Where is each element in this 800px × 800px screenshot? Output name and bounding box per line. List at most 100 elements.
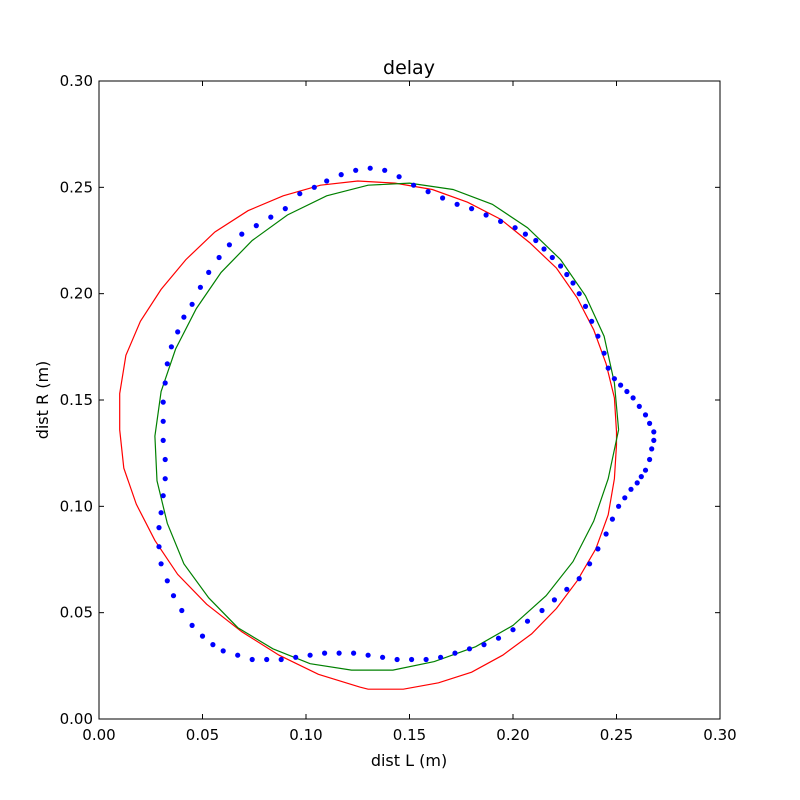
series-line-1 bbox=[154, 182, 620, 671]
data-point-92 bbox=[162, 380, 168, 386]
data-point-30 bbox=[618, 382, 624, 388]
x-tick-label-5: 0.25 bbox=[600, 726, 633, 744]
data-point-76 bbox=[210, 642, 216, 648]
data-point-73 bbox=[249, 656, 255, 663]
data-point-21 bbox=[564, 271, 570, 278]
data-point-94 bbox=[168, 344, 174, 350]
data-point-54 bbox=[524, 618, 531, 624]
data-point-16 bbox=[522, 231, 529, 237]
x-tick-label-6: 0.30 bbox=[703, 726, 736, 744]
data-point-5 bbox=[367, 165, 373, 171]
data-point-11 bbox=[454, 201, 460, 207]
data-point-68 bbox=[322, 650, 328, 656]
data-point-27 bbox=[601, 350, 607, 356]
data-point-7 bbox=[396, 174, 402, 180]
data-point-24 bbox=[582, 303, 589, 309]
data-point-41 bbox=[638, 474, 644, 480]
data-point-31 bbox=[624, 388, 630, 395]
x-axis-label: dist L (m) bbox=[371, 751, 447, 770]
data-point-71 bbox=[278, 656, 284, 663]
data-point-25 bbox=[589, 318, 595, 324]
data-point-104 bbox=[268, 214, 274, 220]
data-point-33 bbox=[636, 403, 642, 409]
data-point-49 bbox=[587, 561, 593, 567]
data-point-55 bbox=[510, 627, 516, 633]
data-point-79 bbox=[179, 607, 185, 614]
data-point-99 bbox=[206, 269, 212, 275]
data-point-9 bbox=[425, 189, 431, 195]
data-point-17 bbox=[533, 237, 539, 244]
data-point-8 bbox=[411, 182, 417, 188]
data-point-77 bbox=[199, 633, 206, 639]
data-point-70 bbox=[293, 654, 299, 660]
data-point-81 bbox=[164, 578, 170, 584]
data-point-3 bbox=[338, 172, 344, 178]
data-point-6 bbox=[382, 167, 388, 173]
data-point-58 bbox=[466, 646, 473, 652]
data-point-83 bbox=[156, 544, 162, 550]
data-point-61 bbox=[423, 656, 429, 663]
data-point-35 bbox=[647, 420, 653, 426]
x-tick-label-0: 0.00 bbox=[82, 726, 115, 744]
x-tick-label-3: 0.15 bbox=[393, 726, 426, 744]
data-point-26 bbox=[595, 333, 601, 339]
data-point-32 bbox=[630, 395, 636, 401]
x-tick-label-2: 0.10 bbox=[289, 726, 322, 744]
data-point-1 bbox=[311, 184, 317, 190]
series-layer bbox=[119, 165, 657, 690]
chart-title: delay bbox=[383, 57, 435, 79]
data-point-74 bbox=[235, 652, 241, 658]
data-point-72 bbox=[264, 656, 270, 663]
data-point-95 bbox=[175, 329, 181, 335]
data-point-46 bbox=[609, 516, 616, 522]
data-point-91 bbox=[160, 399, 166, 405]
data-point-0 bbox=[297, 191, 303, 197]
data-point-69 bbox=[307, 652, 313, 658]
data-point-52 bbox=[551, 597, 558, 603]
data-point-85 bbox=[158, 510, 164, 516]
data-point-2 bbox=[324, 178, 330, 184]
x-tick-label-4: 0.20 bbox=[496, 726, 529, 744]
data-point-34 bbox=[642, 412, 649, 418]
y-tick-label-5: 0.25 bbox=[60, 178, 93, 196]
y-axis-label: dist R (m) bbox=[33, 361, 52, 440]
data-point-22 bbox=[570, 280, 576, 286]
data-point-15 bbox=[512, 225, 518, 231]
data-point-75 bbox=[220, 648, 226, 654]
ticks-layer: 0.00 0.05 0.10 0.15 0.20 0.25 0.30 0.00 0.05 0.10… bbox=[60, 72, 737, 744]
data-point-101 bbox=[226, 242, 232, 248]
data-point-82 bbox=[158, 561, 164, 567]
data-point-42 bbox=[634, 480, 640, 486]
series-line-0 bbox=[119, 180, 618, 690]
data-point-47 bbox=[603, 531, 609, 537]
data-point-64 bbox=[380, 654, 386, 660]
data-point-56 bbox=[495, 635, 502, 641]
data-point-12 bbox=[469, 206, 475, 212]
data-point-36 bbox=[651, 429, 657, 435]
y-tick-label-0: 0.00 bbox=[60, 710, 93, 728]
data-point-86 bbox=[160, 493, 166, 499]
data-point-40 bbox=[642, 467, 649, 473]
data-point-13 bbox=[483, 212, 489, 218]
data-point-96 bbox=[181, 314, 187, 320]
data-point-51 bbox=[564, 586, 570, 592]
data-point-39 bbox=[647, 456, 653, 463]
data-point-105 bbox=[282, 206, 288, 212]
data-point-45 bbox=[616, 503, 622, 509]
data-point-59 bbox=[452, 650, 458, 656]
data-point-57 bbox=[481, 642, 487, 648]
data-point-37 bbox=[651, 437, 657, 443]
data-point-18 bbox=[541, 246, 547, 252]
data-point-66 bbox=[351, 650, 357, 656]
data-point-65 bbox=[365, 652, 371, 658]
data-point-48 bbox=[595, 546, 601, 552]
data-point-97 bbox=[189, 301, 195, 307]
data-point-62 bbox=[409, 656, 415, 663]
data-point-38 bbox=[649, 446, 655, 452]
data-point-93 bbox=[164, 361, 170, 367]
plot-frame bbox=[98, 80, 721, 720]
data-point-43 bbox=[628, 486, 634, 492]
data-point-90 bbox=[160, 418, 166, 424]
data-point-87 bbox=[162, 476, 168, 482]
